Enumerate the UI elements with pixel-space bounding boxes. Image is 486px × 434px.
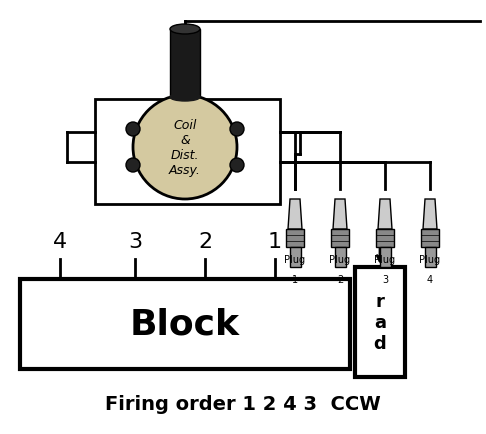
Polygon shape bbox=[333, 200, 347, 230]
Bar bbox=[334, 247, 346, 267]
Text: Block: Block bbox=[130, 307, 240, 341]
Text: 1: 1 bbox=[268, 231, 282, 251]
Circle shape bbox=[230, 123, 244, 137]
Bar bbox=[376, 230, 394, 247]
Bar bbox=[95, 100, 280, 204]
Circle shape bbox=[126, 159, 140, 173]
Bar bbox=[290, 247, 300, 267]
Bar bbox=[286, 230, 304, 247]
Text: r
a
d: r a d bbox=[374, 293, 386, 352]
Bar bbox=[331, 230, 349, 247]
Ellipse shape bbox=[170, 94, 200, 102]
Bar bbox=[421, 230, 439, 247]
Circle shape bbox=[126, 123, 140, 137]
Text: Plug: Plug bbox=[330, 254, 350, 264]
Bar bbox=[170, 30, 200, 98]
Text: 3: 3 bbox=[382, 274, 388, 284]
Ellipse shape bbox=[170, 25, 200, 35]
Bar bbox=[20, 279, 350, 369]
Bar bbox=[355, 267, 405, 377]
Bar bbox=[380, 247, 390, 267]
Text: Firing order 1 2 4 3  CCW: Firing order 1 2 4 3 CCW bbox=[105, 395, 381, 414]
Text: Plug: Plug bbox=[284, 254, 306, 264]
Text: Coil
&
Dist.
Assy.: Coil & Dist. Assy. bbox=[169, 119, 201, 177]
Bar bbox=[424, 247, 435, 267]
Text: 2: 2 bbox=[337, 274, 343, 284]
Text: 4: 4 bbox=[53, 231, 67, 251]
Text: 2: 2 bbox=[198, 231, 212, 251]
Text: 3: 3 bbox=[128, 231, 142, 251]
Text: Plug: Plug bbox=[374, 254, 396, 264]
Polygon shape bbox=[378, 200, 392, 230]
Text: Plug: Plug bbox=[419, 254, 441, 264]
Polygon shape bbox=[423, 200, 437, 230]
Circle shape bbox=[133, 96, 237, 200]
Circle shape bbox=[230, 159, 244, 173]
Text: 4: 4 bbox=[427, 274, 433, 284]
Polygon shape bbox=[288, 200, 302, 230]
Text: 1: 1 bbox=[292, 274, 298, 284]
